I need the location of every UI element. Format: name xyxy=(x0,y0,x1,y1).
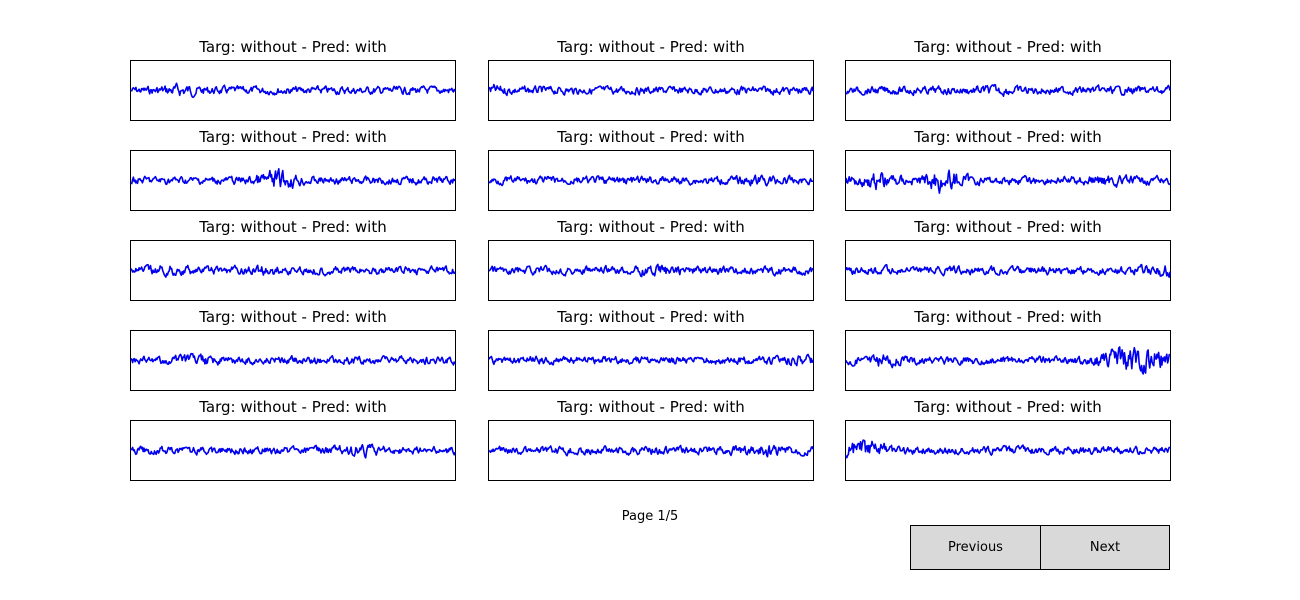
signal-plot xyxy=(488,240,814,301)
signal-panel: Targ: without - Pred: with xyxy=(488,37,814,127)
panel-title: Targ: without - Pred: with xyxy=(199,38,387,56)
signal-plot xyxy=(845,330,1171,391)
panel-title: Targ: without - Pred: with xyxy=(914,308,1102,326)
panel-title: Targ: without - Pred: with xyxy=(914,128,1102,146)
previous-page-button[interactable]: Previous xyxy=(910,525,1041,570)
signal-trace xyxy=(488,444,814,458)
signal-plot xyxy=(488,330,814,391)
signal-trace xyxy=(488,174,814,187)
signal-plot xyxy=(845,420,1171,481)
signal-plot xyxy=(130,420,456,481)
signal-panel: Targ: without - Pred: with xyxy=(488,397,814,487)
next-page-button[interactable]: Next xyxy=(1040,525,1170,570)
signal-panel: Targ: without - Pred: with xyxy=(130,307,456,397)
signal-trace xyxy=(488,353,814,367)
signal-trace xyxy=(130,352,456,366)
signal-panel: Targ: without - Pred: with xyxy=(845,217,1171,307)
signal-plot xyxy=(130,60,456,121)
signal-panel: Targ: without - Pred: with xyxy=(488,127,814,217)
panel-title: Targ: without - Pred: with xyxy=(199,128,387,146)
panel-title: Targ: without - Pred: with xyxy=(914,218,1102,236)
signal-plot xyxy=(130,330,456,391)
signal-trace xyxy=(845,346,1171,375)
panel-title: Targ: without - Pred: with xyxy=(557,398,745,416)
signal-plot xyxy=(488,60,814,121)
signal-panel: Targ: without - Pred: with xyxy=(130,397,456,487)
signal-plot xyxy=(488,150,814,211)
signal-panel: Targ: without - Pred: with xyxy=(845,397,1171,487)
panel-title: Targ: without - Pred: with xyxy=(914,398,1102,416)
panel-title: Targ: without - Pred: with xyxy=(557,218,745,236)
panel-title: Targ: without - Pred: with xyxy=(914,38,1102,56)
signal-trace xyxy=(130,167,456,190)
signal-plot xyxy=(488,420,814,481)
signal-trace xyxy=(845,169,1171,194)
signal-trace xyxy=(488,263,814,278)
signal-trace xyxy=(130,263,456,278)
signal-plot xyxy=(845,150,1171,211)
signal-trace xyxy=(130,443,456,459)
signal-trace xyxy=(845,83,1171,98)
signal-plot xyxy=(130,150,456,211)
panel-title: Targ: without - Pred: with xyxy=(199,218,387,236)
panel-title: Targ: without - Pred: with xyxy=(557,38,745,56)
signal-panel: Targ: without - Pred: with xyxy=(130,217,456,307)
signal-plot-grid: Targ: without - Pred: with Targ: without… xyxy=(130,37,1171,487)
panel-title: Targ: without - Pred: with xyxy=(557,308,745,326)
panel-title: Targ: without - Pred: with xyxy=(557,128,745,146)
plot-frame xyxy=(845,420,1171,481)
signal-trace xyxy=(845,439,1171,459)
signal-panel: Targ: without - Pred: with xyxy=(845,37,1171,127)
signal-plot xyxy=(845,60,1171,121)
signal-plot xyxy=(130,240,456,301)
signal-panel: Targ: without - Pred: with xyxy=(488,217,814,307)
panel-title: Targ: without - Pred: with xyxy=(199,308,387,326)
signal-trace xyxy=(488,83,814,97)
signal-panel: Targ: without - Pred: with xyxy=(130,37,456,127)
signal-plot xyxy=(845,240,1171,301)
plot-frame xyxy=(488,60,814,121)
signal-panel: Targ: without - Pred: with xyxy=(488,307,814,397)
signal-panel: Targ: without - Pred: with xyxy=(845,127,1171,217)
page-indicator: Page 1/5 xyxy=(621,509,679,524)
panel-title: Targ: without - Pred: with xyxy=(199,398,387,416)
signal-panel: Targ: without - Pred: with xyxy=(130,127,456,217)
signal-trace xyxy=(130,82,456,99)
signal-panel: Targ: without - Pred: with xyxy=(845,307,1171,397)
signal-trace xyxy=(845,263,1171,279)
